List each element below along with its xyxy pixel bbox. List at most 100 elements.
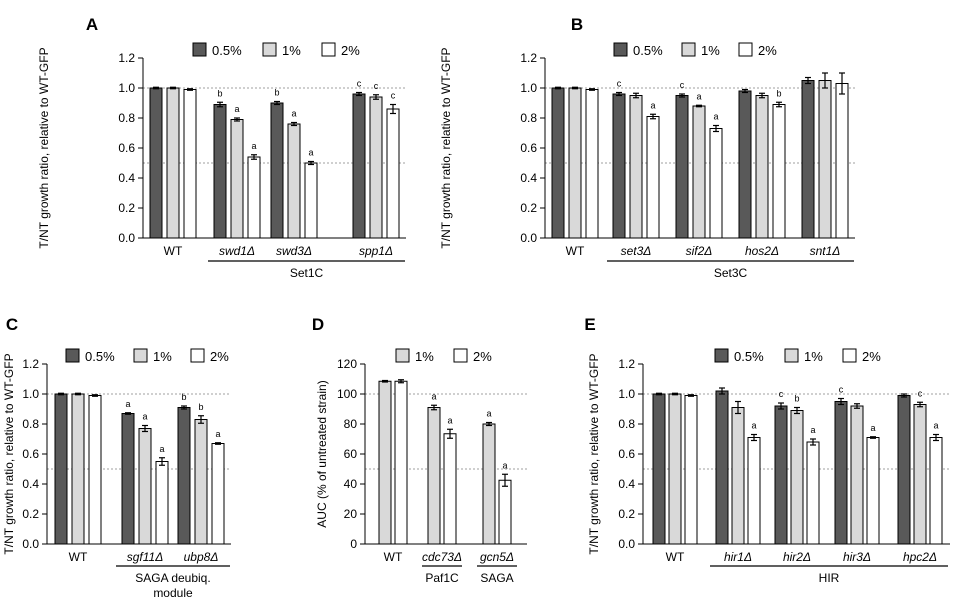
bar	[304, 162, 318, 239]
x-tick-label: WT	[69, 550, 88, 564]
significance-label: a	[650, 100, 655, 110]
y-tick-label: 0.8	[118, 111, 135, 125]
bar	[692, 105, 706, 239]
legend-label: 0.5%	[85, 349, 115, 364]
y-tick-label: 100	[337, 387, 357, 401]
group-label: Set1C	[290, 266, 324, 280]
y-tick-label: 1.0	[618, 387, 635, 401]
bar	[646, 116, 660, 239]
bar	[629, 95, 643, 239]
x-tick-label: hir1Δ	[724, 550, 752, 564]
significance-label: a	[291, 109, 296, 119]
x-tick-label: swd1Δ	[219, 244, 255, 258]
y-tick-label: 120	[337, 357, 357, 371]
bar	[818, 80, 832, 239]
bar	[247, 156, 261, 239]
y-tick-label: 0	[350, 537, 357, 551]
y-tick-label: 20	[344, 507, 358, 521]
y-tick-label: 0.4	[520, 171, 537, 185]
bar	[88, 395, 102, 545]
bar	[835, 83, 849, 239]
significance-label: a	[486, 409, 491, 419]
bar	[386, 108, 400, 239]
legend-swatch	[395, 348, 410, 363]
x-tick-label: ubp8Δ	[184, 550, 219, 564]
significance-label: c	[617, 79, 622, 89]
legend-label: 1%	[804, 349, 823, 364]
legend-swatch	[681, 42, 696, 57]
panel-letter: D	[312, 315, 324, 334]
significance-label: a	[870, 423, 875, 433]
legend-label: 2%	[758, 43, 777, 58]
bar	[585, 89, 599, 239]
bar	[551, 87, 565, 239]
y-tick-label: 0.2	[618, 507, 635, 521]
legend-swatch	[453, 348, 468, 363]
legend-label: 1%	[153, 349, 172, 364]
panel-e: E T/NT growth ratio, relative to WT-GFP 0.…	[584, 315, 950, 585]
x-tick-label: hir2Δ	[783, 550, 811, 564]
y-tick-label: 1.0	[22, 387, 39, 401]
y-axis-label: T/NT growth ratio, relative to WT-GFP	[439, 47, 453, 248]
bar	[755, 95, 769, 239]
y-tick-label: 0.0	[22, 537, 39, 551]
significance-label: a	[159, 444, 164, 454]
y-tick-label: 1.2	[22, 357, 39, 371]
x-tick-label: set3Δ	[621, 244, 652, 258]
bar	[866, 437, 880, 545]
bar	[652, 393, 666, 545]
y-tick-label: 0.4	[118, 171, 135, 185]
group-label: module	[153, 586, 193, 600]
group-label: SAGA	[480, 571, 513, 585]
x-tick-label: WT	[384, 550, 403, 564]
bar	[369, 96, 383, 239]
significance-label: a	[142, 412, 147, 422]
significance-label: c	[374, 81, 379, 91]
legend-swatch	[784, 348, 799, 363]
group-label: HIR	[819, 571, 840, 585]
bar	[443, 433, 457, 545]
panel-b: B T/NT growth ratio, relative to WT-GFP 0.…	[439, 15, 855, 280]
panel-letter: E	[584, 315, 595, 334]
bar	[394, 380, 408, 545]
legend-label: 1%	[701, 43, 720, 58]
x-tick-label: snt1Δ	[810, 244, 841, 258]
legend-label: 0.5%	[734, 349, 764, 364]
significance-label: a	[751, 421, 756, 431]
y-axis-label: AUC (% of untreated strain)	[315, 380, 329, 527]
y-tick-label: 0.8	[618, 417, 635, 431]
y-tick-label: 0.4	[618, 477, 635, 491]
x-tick-label: swd3Δ	[276, 244, 312, 258]
legend-label: 2%	[341, 43, 360, 58]
x-tick-label: hpc2Δ	[903, 550, 937, 564]
bar	[668, 393, 682, 545]
significance-label: b	[776, 88, 781, 98]
y-tick-label: 0.0	[520, 231, 537, 245]
legend-swatch	[842, 348, 857, 363]
y-tick-label: 0.4	[22, 477, 39, 491]
legend-label: 1%	[282, 43, 301, 58]
legend-label: 0.5%	[212, 43, 242, 58]
bar	[806, 441, 820, 545]
group-label: Set3C	[714, 266, 748, 280]
bar	[568, 87, 582, 239]
bar	[166, 87, 180, 239]
legend-label: 0.5%	[633, 43, 663, 58]
panel-a: A T/NT growth ratio, relative to WT-GFP 0.…	[37, 15, 406, 280]
bar	[738, 90, 752, 239]
y-axis-label: T/NT growth ratio, relative to WT-GFP	[37, 47, 51, 248]
y-tick-label: 1.2	[118, 51, 135, 65]
y-tick-label: 40	[344, 477, 358, 491]
y-tick-label: 80	[344, 417, 358, 431]
bar	[747, 437, 761, 545]
legend-swatch	[321, 42, 336, 57]
significance-label: b	[181, 392, 186, 402]
bar	[834, 401, 848, 545]
x-tick-label: sgf11Δ	[127, 550, 164, 564]
legend-swatch	[192, 42, 207, 57]
x-tick-label: sif2Δ	[686, 244, 713, 258]
legend-swatch	[613, 42, 628, 57]
significance-label: c	[680, 80, 685, 90]
legend-label: 1%	[415, 349, 434, 364]
y-tick-label: 1.0	[520, 81, 537, 95]
